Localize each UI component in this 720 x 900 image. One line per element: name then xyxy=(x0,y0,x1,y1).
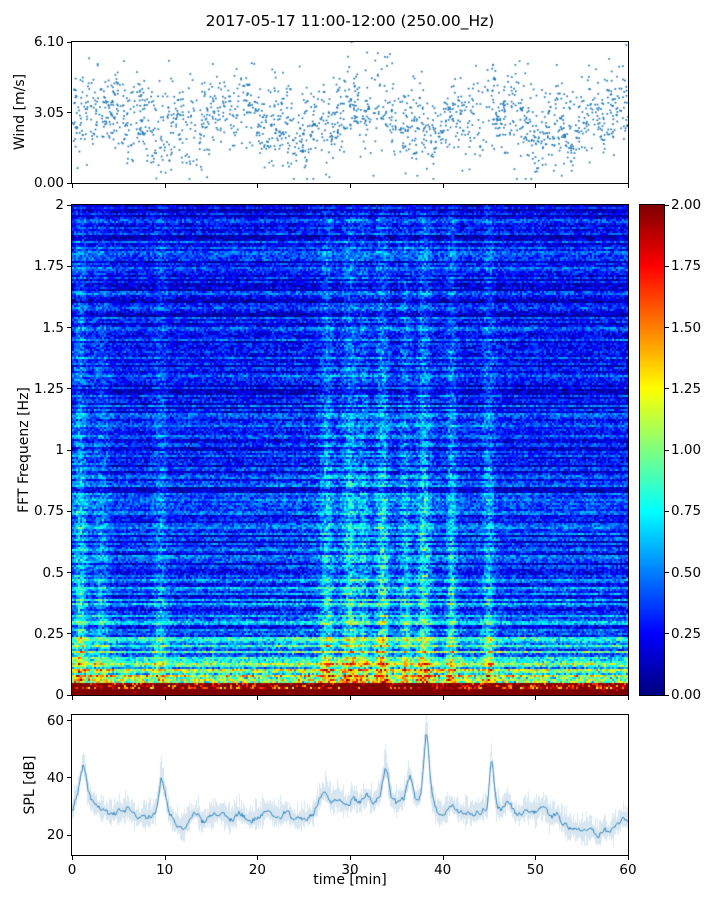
colorbar-tick-mark xyxy=(665,510,669,512)
wind-ytick-mark xyxy=(67,182,71,184)
spl-xtick-label: 60 xyxy=(619,862,637,878)
spectrogram-canvas xyxy=(72,205,628,695)
wind-ytick-label: 0.00 xyxy=(33,175,64,191)
wind-ytick-label: 6.10 xyxy=(33,34,64,50)
wind-xtick-mark xyxy=(350,184,351,188)
colorbar-tick-mark xyxy=(665,388,669,390)
wind-xtick-mark xyxy=(628,184,629,188)
spl-xtick-mark xyxy=(628,856,629,860)
colorbar-tick-label: 0.25 xyxy=(671,625,702,642)
colorbar-tick-label: 1.25 xyxy=(671,380,702,397)
spectrogram-plot-area xyxy=(71,204,629,696)
fft-ytick-mark xyxy=(67,633,71,635)
colorbar xyxy=(639,204,665,696)
spl-ytick-label: 20 xyxy=(46,827,64,843)
colorbar-tick-mark xyxy=(665,327,669,328)
fft-ytick-label: 2 xyxy=(55,197,64,213)
fft-xtick-mark xyxy=(72,696,73,700)
fft-ytick-label: 1 xyxy=(55,442,64,458)
spl-xtick-label: 50 xyxy=(526,862,544,878)
colorbar-tick-label: 1.75 xyxy=(671,258,702,275)
colorbar-tick-label: 0.75 xyxy=(671,503,702,520)
wind-ytick-mark xyxy=(67,41,71,43)
fft-ytick-mark xyxy=(67,265,71,267)
colorbar-tick-mark xyxy=(665,449,669,451)
colorbar-tick-label: 2.00 xyxy=(671,197,702,213)
fft-ytick-mark xyxy=(67,510,71,512)
spl-xtick-label: 0 xyxy=(67,862,77,878)
colorbar-tick-mark xyxy=(665,572,669,573)
wind-xtick-mark xyxy=(442,184,444,188)
wind-ytick-mark xyxy=(67,112,71,113)
spl-xtick-mark xyxy=(535,856,537,860)
fft-ytick-label: 0.5 xyxy=(42,564,64,581)
colorbar-tick-label: 0.50 xyxy=(671,564,702,581)
figure-title: 2017-05-17 11:00-12:00 (250.00_Hz) xyxy=(205,12,495,30)
colorbar-canvas xyxy=(640,205,664,695)
wind-xtick-mark xyxy=(535,184,537,188)
spl-plot-area xyxy=(71,714,629,856)
fft-ytick-label: 1.75 xyxy=(33,258,64,275)
colorbar-tick-label: 0.00 xyxy=(671,687,702,703)
spl-ytick-mark xyxy=(67,777,71,779)
fft-ytick-label: 0 xyxy=(55,687,64,703)
spl-xtick-label: 40 xyxy=(434,862,452,878)
fft-xtick-mark xyxy=(628,696,629,700)
fft-ytick-label: 1.25 xyxy=(33,380,64,397)
fft-ytick-mark xyxy=(67,388,71,390)
fft-xtick-mark xyxy=(164,696,166,700)
colorbar-tick-label: 1.00 xyxy=(671,442,702,458)
colorbar-tick-mark xyxy=(665,694,669,696)
wind-plot-area xyxy=(71,41,629,184)
spl-xtick-label: 10 xyxy=(156,862,174,878)
fft-xtick-mark xyxy=(350,696,351,700)
fft-ytick-mark xyxy=(67,327,71,328)
spl-xtick-mark xyxy=(442,856,444,860)
spl-xtick-mark xyxy=(164,856,166,860)
fft-ytick-mark xyxy=(67,449,71,451)
spl-ytick-label: 60 xyxy=(46,712,64,729)
fft-ytick-mark xyxy=(67,694,71,696)
spl-line-canvas xyxy=(72,715,628,855)
colorbar-tick-label: 1.50 xyxy=(671,319,702,336)
spl-xtick-mark xyxy=(72,856,73,860)
fft-ytick-label: 1.5 xyxy=(42,319,64,336)
spl-ytick-mark xyxy=(67,834,71,836)
fft-xtick-mark xyxy=(257,696,259,700)
wind-xtick-mark xyxy=(164,184,166,188)
spl-xtick-label: 30 xyxy=(341,862,359,878)
wind-xtick-mark xyxy=(257,184,259,188)
fft-xtick-mark xyxy=(535,696,537,700)
wind-scatter-canvas xyxy=(72,42,628,183)
wind-xtick-mark xyxy=(72,184,73,188)
spl-ytick-mark xyxy=(67,720,71,722)
fft-ytick-label: 0.25 xyxy=(33,625,64,642)
spl-ytick-label: 40 xyxy=(46,769,64,786)
time-xlabel: time [min] xyxy=(313,872,387,888)
fft-xtick-mark xyxy=(442,696,444,700)
wind-ytick-label: 3.05 xyxy=(33,104,64,121)
fft-ytick-mark xyxy=(67,204,71,206)
colorbar-tick-mark xyxy=(665,633,669,635)
fft-ytick-label: 0.75 xyxy=(33,503,64,520)
colorbar-tick-mark xyxy=(665,204,669,206)
spl-xtick-label: 20 xyxy=(248,862,266,878)
spl-xtick-mark xyxy=(350,856,351,860)
spl-xtick-mark xyxy=(257,856,259,860)
colorbar-tick-mark xyxy=(665,265,669,267)
fft-ytick-mark xyxy=(67,572,71,573)
